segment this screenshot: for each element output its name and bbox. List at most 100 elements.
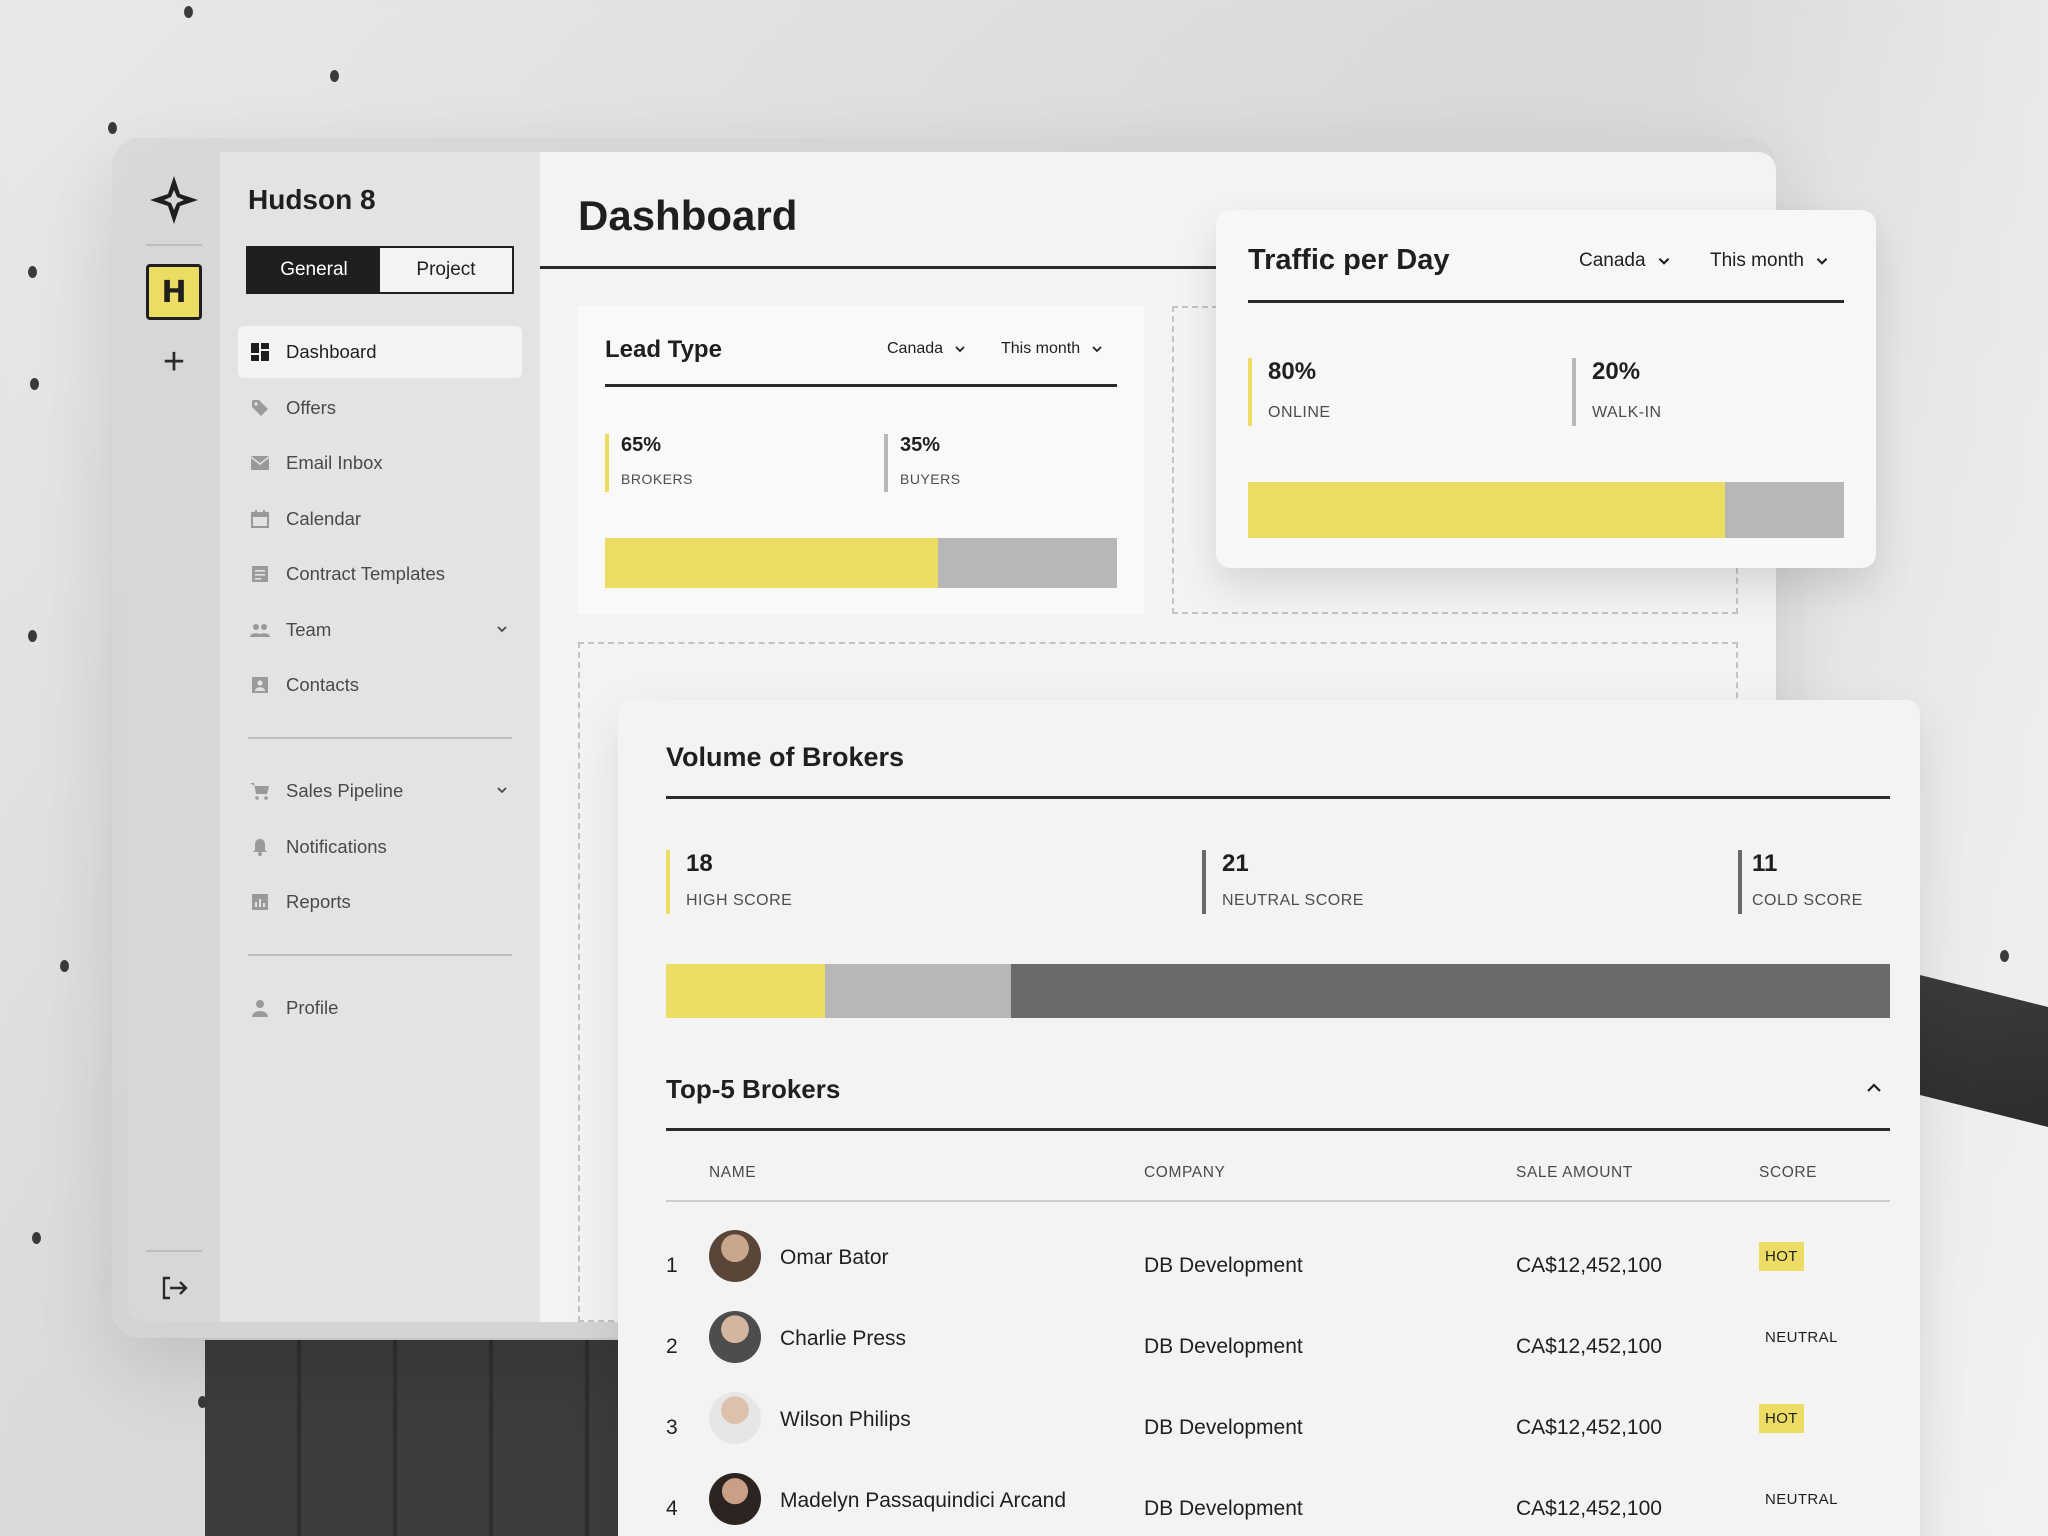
lead-type-bar	[605, 538, 1117, 588]
sale-amount: CA$12,452,100	[1516, 1497, 1662, 1520]
broker-name[interactable]: Wilson Philips	[780, 1408, 911, 1431]
broker-name[interactable]: Omar Bator	[780, 1246, 889, 1269]
filter-label: This month	[1710, 250, 1804, 271]
filter-label: This month	[1001, 340, 1081, 357]
wall-hole	[330, 70, 339, 82]
segmented-control: General Project	[246, 246, 514, 294]
stat-marker	[1572, 358, 1576, 426]
column-header-name[interactable]: NAME	[709, 1164, 757, 1181]
sidebar-item-sales-pipeline[interactable]: Sales Pipeline	[238, 765, 522, 817]
sidebar-item-dashboard[interactable]: Dashboard	[238, 326, 522, 378]
tab-general[interactable]: General	[248, 248, 380, 292]
chevron-down-icon	[955, 346, 965, 353]
wall-hole	[2000, 950, 2009, 962]
sidebar-item-label: Sales Pipeline	[286, 780, 404, 801]
broker-name[interactable]: Madelyn Passaquindici Arcand	[780, 1489, 1067, 1512]
sidebar-item-offers[interactable]: Offers	[238, 382, 522, 434]
wall-hole	[60, 960, 69, 972]
bar-segment-brokers	[605, 538, 938, 588]
column-header-company[interactable]: COMPANY	[1144, 1164, 1226, 1181]
rail-divider	[146, 1250, 202, 1252]
sidebar-item-reports[interactable]: Reports	[238, 876, 522, 928]
stat-marker	[666, 850, 670, 914]
stat-marker	[605, 434, 609, 492]
filter-label: Canada	[1579, 250, 1646, 271]
period-filter[interactable]: This month	[1710, 250, 1830, 272]
document-icon	[250, 564, 270, 584]
stat-value: 80%	[1268, 358, 1317, 385]
broker-name[interactable]: Charlie Press	[780, 1327, 907, 1350]
stat-label: NEUTRAL SCORE	[1222, 892, 1364, 909]
stat-neutral-score: 21 NEUTRAL SCORE	[1202, 850, 1364, 914]
region-filter[interactable]: Canada	[887, 340, 967, 358]
sidebar-item-label: Profile	[286, 997, 339, 1018]
score-badge: HOT	[1759, 1242, 1804, 1271]
bar-segment-high	[666, 964, 826, 1018]
bar-segment-buyers	[937, 538, 1117, 588]
sidebar-item-calendar[interactable]: Calendar	[238, 493, 522, 545]
broker-company: DB Development	[1144, 1416, 1303, 1439]
bar-segment-neutral	[825, 964, 1012, 1018]
traffic-bar	[1248, 482, 1844, 538]
avatar	[709, 1230, 761, 1282]
stat-value: 65%	[621, 434, 662, 456]
people-icon	[250, 620, 270, 640]
sidebar-item-contract-templates[interactable]: Contract Templates	[238, 548, 522, 600]
sidebar-item-contacts[interactable]: Contacts	[238, 659, 522, 711]
section-divider	[666, 1128, 1890, 1131]
sidebar-divider	[248, 737, 512, 739]
sidebar-item-notifications[interactable]: Notifications	[238, 821, 522, 873]
sidebar-item-label: Offers	[286, 396, 337, 418]
sidebar-item-label: Contacts	[286, 674, 360, 695]
volume-of-brokers-card: Volume of Brokers 18 HIGH SCORE 21 NEUTR…	[618, 700, 1920, 1536]
filter-label: Canada	[887, 340, 944, 357]
chevron-up-icon[interactable]	[1864, 1078, 1884, 1098]
page-title: Dashboard	[578, 192, 798, 239]
chevron-down-icon[interactable]	[494, 782, 510, 798]
stat-value: 20%	[1592, 358, 1641, 385]
stat-online: 80% ONLINE	[1248, 358, 1331, 426]
tab-project[interactable]: Project	[380, 248, 512, 292]
chevron-down-icon	[1816, 257, 1828, 265]
wall-hole	[32, 1232, 41, 1244]
score-badge: NEUTRAL	[1765, 1329, 1838, 1346]
table-row[interactable]: 2 Charlie Press DB Development CA$12,452…	[618, 1311, 1920, 1391]
sidebar-divider	[248, 954, 512, 956]
stat-label: BUYERS	[900, 471, 961, 487]
wall-hole	[184, 6, 193, 18]
brand-logo-icon[interactable]	[148, 174, 200, 226]
wall-hole	[198, 1396, 207, 1408]
add-workspace-icon[interactable]: +	[162, 341, 186, 383]
workspace-avatar[interactable]: H	[146, 264, 202, 320]
table-row[interactable]: 3 Wilson Philips DB Development CA$12,45…	[618, 1392, 1920, 1472]
title-divider	[540, 266, 1220, 269]
region-filter[interactable]: Canada	[1579, 250, 1672, 272]
wall-hole	[28, 266, 37, 278]
stat-label: COLD SCORE	[1752, 892, 1863, 909]
stat-cold-score: 11 COLD SCORE	[1738, 850, 1863, 914]
period-filter[interactable]: This month	[1001, 340, 1104, 358]
table-row[interactable]: 1 Omar Bator DB Development CA$12,452,10…	[618, 1230, 1920, 1310]
chevron-down-icon	[1092, 346, 1102, 353]
workspace-name: Hudson 8	[248, 184, 376, 215]
lead-type-card: Lead Type Canada This month 65% BROKERS …	[578, 306, 1144, 614]
row-rank: 1	[666, 1254, 678, 1277]
sidebar-item-email-inbox[interactable]: Email Inbox	[238, 437, 522, 489]
table-row[interactable]: 4 Madelyn Passaquindici Arcand DB Develo…	[618, 1473, 1920, 1536]
avatar	[709, 1473, 761, 1525]
table-header-divider	[666, 1200, 1890, 1202]
concrete-beam	[205, 1340, 625, 1536]
chevron-down-icon[interactable]	[494, 621, 510, 637]
stat-marker	[884, 434, 888, 492]
bar-segment-online	[1248, 482, 1725, 538]
stat-label: WALK-IN	[1592, 404, 1662, 421]
avatar	[709, 1392, 761, 1444]
card-title: Lead Type	[605, 336, 722, 363]
column-header-score[interactable]: SCORE	[1759, 1164, 1818, 1181]
sidebar-item-team[interactable]: Team	[238, 604, 522, 656]
sidebar-item-profile[interactable]: Profile	[238, 982, 522, 1034]
logout-icon[interactable]	[156, 1270, 192, 1306]
chart-icon	[250, 892, 270, 912]
column-header-sale-amount[interactable]: SALE AMOUNT	[1516, 1164, 1633, 1181]
dashboard-icon	[250, 342, 270, 362]
